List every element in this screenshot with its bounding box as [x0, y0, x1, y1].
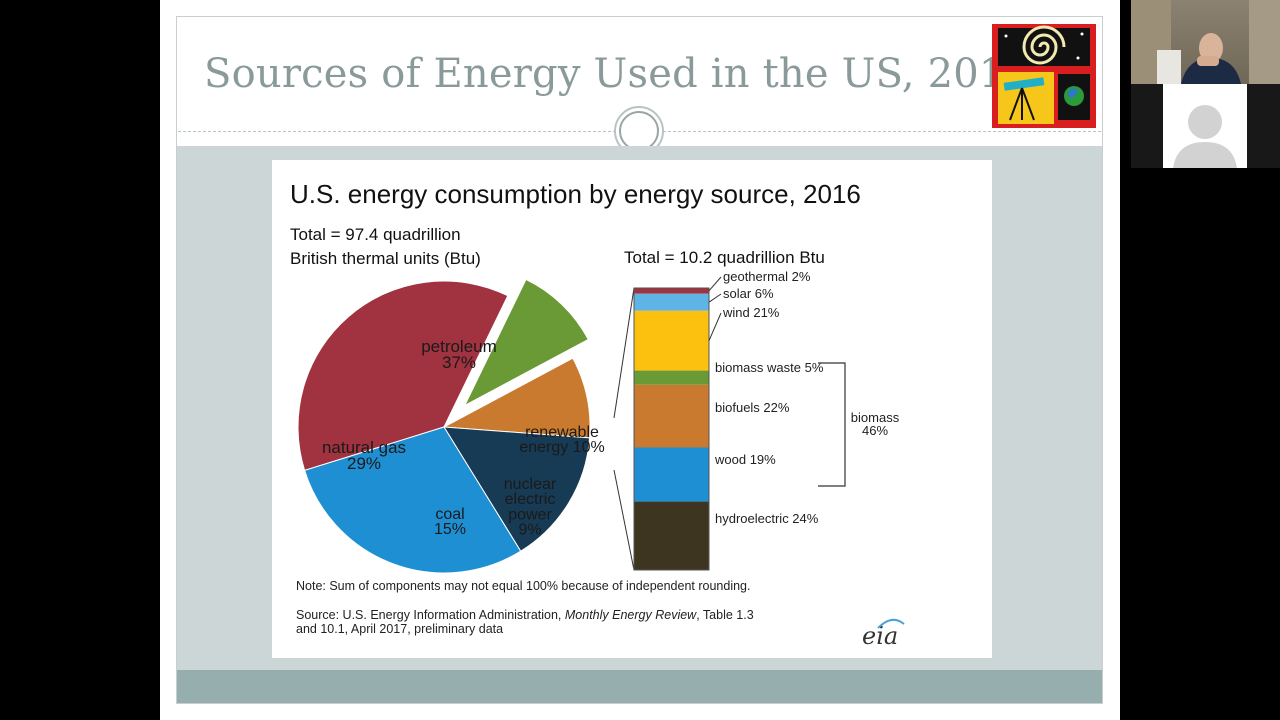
connector-top	[613, 287, 635, 419]
chart-card: U.S. energy consumption by energy source…	[272, 160, 992, 658]
source-prefix: Source: U.S. Energy Information Administ…	[296, 608, 561, 622]
bar-segment-biomass-waste	[634, 370, 709, 385]
source-suffix: , Table 1.3	[696, 608, 754, 622]
pie-slice-petroleum	[297, 280, 509, 472]
pie-label-line: energy 10%	[519, 439, 604, 456]
footer-band	[177, 670, 1102, 703]
eia-logo-swoosh	[877, 618, 905, 629]
biomass-group-pct: 46%	[862, 423, 888, 438]
participant-video-feed	[1131, 0, 1280, 84]
pie-slice-natural-gas	[303, 426, 522, 574]
slide-title: Sources of Energy Used in the US, 2016	[204, 51, 1031, 97]
renewable-stacked-bar	[633, 287, 710, 571]
pie-label-line: petroleum	[421, 337, 497, 356]
pie-slice-nuclear-electric-power	[442, 357, 591, 439]
biomass-group-label: biomass	[851, 410, 900, 425]
connector-bottom	[613, 469, 635, 571]
bar-outline	[633, 287, 710, 571]
energy-chart: U.S. energy consumption by energy source…	[290, 179, 905, 650]
bar-total-label: Total = 10.2 quadrillion Btu	[624, 248, 825, 267]
bar-segment-biofuels	[634, 384, 709, 448]
bar-label-hydroelectric: hydroelectric 24%	[715, 511, 819, 526]
pie-label-line: 15%	[434, 521, 466, 538]
pie-label-line: natural gas	[322, 438, 406, 457]
chart-source-line2: and 10.1, April 2017, preliminary data	[296, 622, 503, 636]
bar-segment-hydroelectric	[634, 501, 709, 570]
pie-label-line: power	[508, 506, 552, 523]
bar-segment-solar	[634, 293, 709, 311]
participant-video[interactable]	[1131, 0, 1280, 84]
pie-label-line: 37%	[442, 353, 476, 372]
bar-label-leader	[708, 276, 722, 292]
astronomy-logo-icon	[992, 24, 1096, 128]
bar-label-wind: wind 21%	[722, 305, 780, 320]
pie-label-line: 29%	[347, 454, 381, 473]
chart-source-line1: Source: U.S. Energy Information Administ…	[296, 608, 754, 622]
source-publication: Monthly Energy Review	[565, 608, 697, 622]
bar-label-biomass-waste: biomass waste 5%	[715, 360, 824, 375]
bar-segment-wood	[634, 447, 709, 502]
bar-label-leader	[708, 293, 722, 303]
bar-label-wood: wood 19%	[714, 452, 776, 467]
pie-slice-renewable-energy	[463, 278, 589, 407]
pie-label-line: nuclear	[504, 476, 557, 493]
pie-total-label-line2: British thermal units (Btu)	[290, 249, 481, 268]
default-avatar-icon[interactable]	[1163, 84, 1247, 168]
breakdown-connectors	[613, 287, 635, 571]
bar-label-solar: solar 6%	[723, 286, 774, 301]
pie-label-line: renewable	[525, 424, 599, 441]
biomass-bracket	[818, 362, 846, 487]
bar-segment-wind	[634, 310, 709, 371]
pie-label-line: coal	[435, 506, 464, 523]
renewable-bar-labels: geothermal 2% solar 6% wind 21% biomass was…	[708, 269, 824, 526]
pie-total-label-line1: Total = 97.4 quadrillion	[290, 225, 461, 244]
bar-label-leader	[708, 312, 722, 341]
title-divider-circle-inner	[619, 111, 659, 151]
pie-label-line: electric	[505, 491, 556, 508]
pie-label-line: 9%	[518, 522, 541, 539]
bar-label-geothermal: geothermal 2%	[723, 269, 811, 284]
chart-note: Note: Sum of components may not equal 10…	[296, 579, 750, 593]
pie-slice-coal	[443, 426, 591, 552]
bar-segment-geothermal	[634, 288, 709, 294]
bar-label-biofuels: biofuels 22%	[715, 400, 790, 415]
chart-title: U.S. energy consumption by energy source…	[290, 179, 861, 209]
